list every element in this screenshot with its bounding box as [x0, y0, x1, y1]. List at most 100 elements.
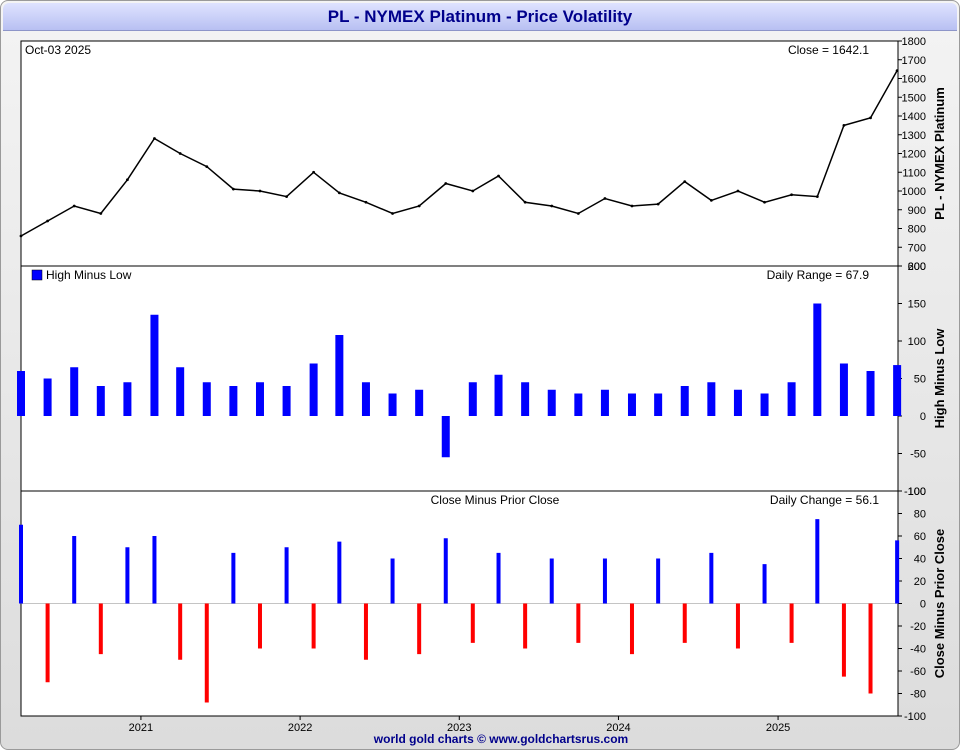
price-point	[153, 137, 156, 140]
panel-1-axis-title: PL - NYMEX Platinum	[932, 87, 947, 220]
price-point	[763, 200, 766, 204]
price-point	[99, 212, 103, 215]
range-bar	[176, 367, 185, 416]
footer-credit: world gold charts © www.goldchartsrus.co…	[373, 732, 629, 746]
price-point	[391, 212, 394, 215]
change-bar	[152, 536, 157, 604]
change-bar	[204, 603, 209, 703]
price-point	[523, 200, 527, 204]
change-bar	[231, 552, 236, 604]
range-bar	[839, 363, 848, 416]
change-bar	[125, 547, 130, 604]
change-panel-title: Close Minus Prior Close	[431, 493, 560, 507]
legend-swatch	[31, 269, 43, 281]
y-tick-label: 100	[908, 336, 926, 348]
price-point	[656, 202, 660, 206]
change-bar	[98, 603, 103, 655]
range-bar	[309, 363, 318, 416]
y-tick-label: 40	[914, 554, 926, 566]
range-bar	[787, 382, 796, 416]
y-tick-label: -80	[910, 689, 926, 701]
price-point	[364, 200, 368, 204]
range-bar	[282, 386, 291, 416]
x-tick-label: 2024	[606, 722, 630, 734]
price-point	[869, 116, 872, 120]
change-bar	[895, 540, 900, 604]
price-close-label: Close = 1642.1	[788, 43, 869, 57]
change-bar	[841, 603, 846, 677]
y-tick-label: 50	[914, 374, 926, 386]
range-bar	[70, 367, 79, 416]
price-point	[444, 182, 448, 185]
y-tick-label: 800	[908, 224, 926, 236]
y-tick-label: 1600	[902, 74, 926, 86]
y-tick-label: 1500	[902, 92, 926, 104]
change-bar	[363, 603, 368, 660]
y-tick-label: 1400	[902, 111, 926, 123]
range-bar	[813, 303, 822, 416]
range-bar	[388, 393, 397, 416]
y-tick-label: -50	[910, 449, 926, 461]
change-bar	[735, 603, 740, 649]
y-tick-label: 600	[908, 261, 926, 273]
panel-1-plot-area	[20, 40, 899, 267]
change-bar	[576, 603, 581, 643]
range-bar	[574, 393, 583, 416]
range-bar	[600, 389, 609, 416]
range-bar	[255, 382, 264, 416]
price-point	[126, 178, 129, 182]
range-bar	[17, 371, 25, 416]
price-point	[312, 170, 316, 174]
change-bar	[523, 603, 528, 649]
change-bar	[789, 603, 794, 643]
price-point	[417, 204, 421, 208]
price-point	[630, 204, 634, 208]
range-bar	[680, 386, 689, 416]
price-point	[72, 204, 76, 208]
range-value-label: Daily Range = 67.9	[767, 268, 870, 282]
price-date-label: Oct-03 2025	[25, 43, 91, 57]
y-tick-label: -40	[910, 644, 926, 656]
panel-2-plot-area	[20, 265, 899, 492]
range-bar	[229, 386, 238, 416]
price-point	[497, 174, 500, 178]
range-bar	[733, 389, 742, 416]
price-point	[285, 195, 288, 199]
y-tick-label: 1700	[902, 55, 926, 67]
change-bar	[45, 603, 50, 683]
y-tick-label: 900	[908, 205, 926, 217]
change-bar	[443, 538, 448, 604]
change-bar	[868, 603, 873, 694]
y-tick-label: 80	[914, 509, 926, 521]
change-bar	[549, 558, 554, 604]
range-bar	[494, 374, 503, 416]
change-bar	[311, 603, 316, 649]
change-bar	[815, 519, 820, 604]
price-point	[46, 219, 50, 223]
y-tick-label: 1200	[902, 149, 926, 161]
change-bar	[496, 552, 501, 604]
range-bar	[150, 314, 159, 416]
price-point	[736, 189, 740, 193]
change-value-label: Daily Change = 56.1	[770, 493, 879, 507]
y-tick-label: 0	[920, 411, 926, 423]
chart-title: PL - NYMEX Platinum - Price Volatility	[3, 3, 957, 31]
change-bar	[284, 547, 289, 604]
price-point	[178, 152, 182, 155]
y-tick-label: 100	[908, 486, 926, 498]
change-bar	[762, 564, 767, 604]
change-bar	[72, 536, 77, 604]
price-point	[231, 187, 235, 191]
range-bar	[96, 386, 105, 416]
price-point	[205, 165, 209, 169]
price-point	[709, 198, 713, 202]
y-tick-label: 1000	[902, 186, 926, 198]
change-bar	[629, 603, 634, 655]
change-bar	[257, 603, 262, 649]
range-bar	[123, 382, 132, 416]
price-series-line	[20, 70, 898, 237]
change-bar	[390, 558, 395, 604]
change-bar	[682, 603, 687, 643]
y-tick-label: -20	[910, 621, 926, 633]
